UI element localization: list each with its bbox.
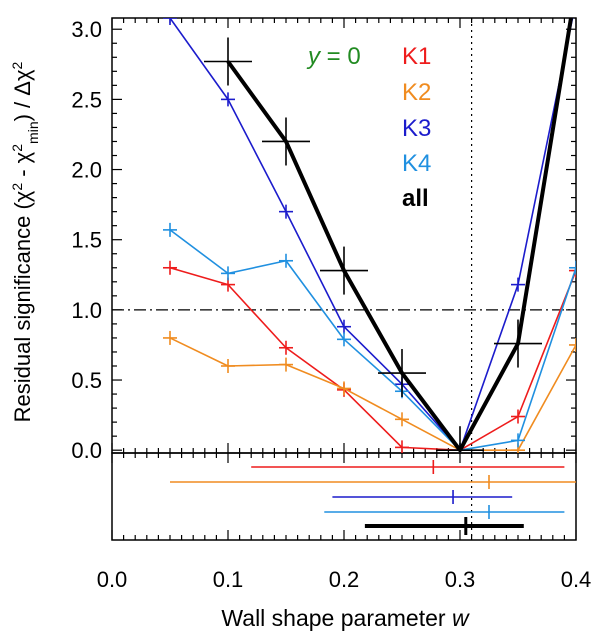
x-tick-label: 0.4 [561, 567, 592, 592]
legend-k1: K1 [402, 43, 431, 70]
point-k1 [511, 409, 525, 424]
series-k2 [163, 330, 576, 453]
point-k3 [221, 92, 235, 107]
point-k2 [569, 337, 576, 352]
point-k1 [279, 340, 293, 355]
y-tick-label: 1.5 [71, 228, 102, 253]
constraint-k1 [251, 460, 565, 474]
point-all [262, 117, 310, 166]
y-tick-label: 1.0 [71, 298, 102, 323]
constraint-all [364, 517, 524, 535]
point-k4 [163, 222, 177, 237]
point-all [436, 426, 484, 453]
point-k3 [337, 319, 351, 334]
reference-lines [112, 18, 576, 540]
series-line-k4 [169, 229, 576, 451]
point-k2 [395, 412, 409, 427]
x-tick-label: 0.3 [445, 567, 476, 592]
constraint-layer [170, 460, 576, 535]
legend-all: all [402, 185, 429, 212]
annotation-y-equals-zero: y = 0 [306, 43, 361, 70]
constraint-k4 [324, 505, 565, 519]
point-k3 [511, 277, 525, 292]
x-axis-label: Wall shape parameter w [221, 605, 470, 631]
point-k3 [569, 0, 583, 8]
legend-k4: K4 [402, 150, 431, 177]
point-all [494, 319, 542, 368]
point-k4 [569, 260, 576, 275]
point-all [320, 246, 368, 295]
series-k4 [163, 222, 576, 453]
point-k2 [337, 381, 351, 396]
y-tick-label: 0.0 [71, 438, 102, 463]
constraint-k2 [170, 475, 576, 489]
point-k3 [279, 204, 293, 219]
series-k3 [163, 0, 583, 453]
point-k1 [395, 440, 409, 453]
series-all [204, 0, 600, 453]
tick-labels: 0.0 0.1 0.2 0.3 0.4 0.0 0.5 1.0 1.5 2.0 2.5 3.0 [71, 17, 591, 592]
point-all [378, 349, 426, 398]
point-k4 [337, 332, 351, 347]
point-all [552, 0, 600, 11]
series-layer [163, 0, 600, 453]
y-tick-label: 0.5 [71, 368, 102, 393]
y-axis-label: Residual significance (χ2 - χ2min) / Δχ2 [9, 61, 41, 422]
constraint-k3 [332, 490, 513, 504]
y-tick-label: 2.0 [71, 158, 102, 183]
point-k3 [163, 18, 177, 25]
x-tick-label: 0.2 [329, 567, 360, 592]
legend-k2: K2 [402, 79, 431, 106]
point-k4 [221, 266, 235, 281]
y-tick-label: 2.5 [71, 87, 102, 112]
x-tick-label: 0.0 [97, 567, 128, 592]
point-k2 [221, 359, 235, 373]
x-tick-label: 0.1 [213, 567, 244, 592]
series-k1 [163, 260, 576, 453]
point-all [204, 37, 252, 86]
series-line-k3 [169, 18, 574, 451]
point-k1 [569, 263, 576, 278]
series-line-k1 [169, 267, 576, 451]
point-k1 [163, 260, 177, 275]
legend-k3: K3 [402, 115, 431, 142]
point-k2 [279, 357, 293, 372]
legend: K1 K2 K3 K4 all [402, 43, 431, 212]
series-line-k2 [169, 337, 576, 451]
axis-ticks [111, 18, 577, 540]
point-k4 [279, 253, 293, 268]
y-tick-label: 3.0 [71, 17, 102, 42]
point-k2 [163, 330, 177, 345]
point-k4 [511, 433, 525, 448]
